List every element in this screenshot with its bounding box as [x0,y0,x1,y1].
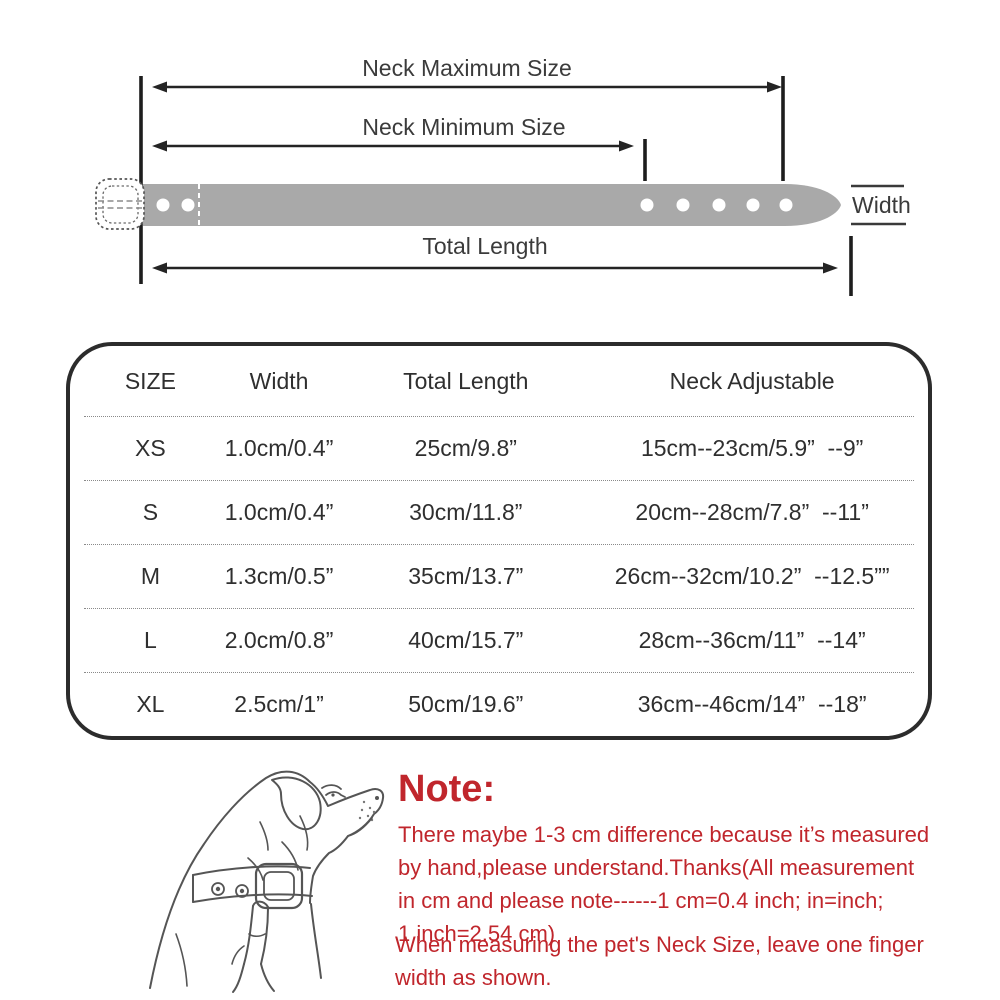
dog-collar-illustration [149,770,385,993]
note-body-line: in cm and please note------1 cm=0.4 inch… [398,888,884,913]
dog-ear [271,776,322,831]
size-cell: S [142,499,159,526]
table-row-xs: XS 1.0cm/0.4” 25cm/9.8” 15cm--23cm/5.9” … [84,417,914,482]
neck-max-label: Neck Maximum Size [362,55,572,81]
width-cell: 1.3cm/0.5” [224,563,334,590]
note-body-line: by hand,please understand.Thanks(All mea… [398,855,915,880]
collar-measurement-diagram: Neck Maximum Size Neck Minimum Size [95,55,911,296]
neck-cell: 20cm--28cm/7.8” --11” [635,499,869,526]
note-body-line: There maybe 1-3 cm difference because it… [398,822,930,847]
neck-cell: 26cm--32cm/10.2” --12.5”” [614,563,890,590]
table-row-s: S 1.0cm/0.4” 30cm/11.8” 20cm--28cm/7.8” … [84,481,914,546]
finger-under-collar [231,900,275,993]
collar-eyelet [235,884,249,898]
column-header-length: Total Length [403,367,529,394]
dog-eyebrow [321,784,342,790]
width-cell: 1.0cm/0.4” [224,499,334,526]
dog-nostril [375,796,379,800]
dog-head-outline [149,770,385,989]
width-label: Width [852,192,911,218]
length-cell: 35cm/13.7” [408,563,524,590]
dog-mouth-line [347,817,373,837]
note-body-line: 1 inch=2.54 cm) [398,921,556,946]
size-cell: L [144,627,157,654]
dog-pupil [331,793,335,797]
length-cell: 25cm/9.8” [414,435,517,462]
neck-min-arrow [152,140,634,152]
size-cell: XL [136,691,165,718]
table-header-row: SIZE Width Total Length Neck Adjustable [84,346,914,418]
width-cell: 2.5cm/1” [234,691,324,718]
neck-min-label: Neck Minimum Size [362,114,565,140]
length-cell: 30cm/11.8” [409,499,523,526]
column-header-neck: Neck Adjustable [669,367,835,394]
width-cell: 2.0cm/0.8” [224,627,334,654]
column-header-size: SIZE [124,367,176,394]
note-title: Note: [398,768,496,810]
length-cell: 50cm/19.6” [408,691,524,718]
dog-eye [325,791,346,798]
collar-strap-graphic [143,184,841,226]
table-row-xl: XL 2.5cm/1” 50cm/19.6” 36cm--46cm/14” --… [84,673,914,736]
size-chart-table: SIZE Width Total Length Neck Adjustable … [66,342,932,740]
note-tip-line: width as shown. [395,965,552,990]
column-header-width: Width [249,367,309,394]
neck-cell: 36cm--46cm/14” --18” [637,691,867,718]
dog-collar-buckle [254,862,304,910]
dog-front-neck-line [310,903,322,979]
neck-cell: 15cm--23cm/5.9” --9” [640,435,864,462]
total-length-label: Total Length [422,233,547,259]
dog-chest-line [175,933,188,987]
total-length-arrow [152,262,838,274]
note-body: There maybe 1-3 cm difference because it… [398,818,929,950]
neck-cell: 28cm--36cm/11” --14” [638,627,866,654]
collar-buckle-graphic [95,178,145,230]
collar-eyelet [211,882,225,896]
width-cell: 1.0cm/0.4” [224,435,334,462]
size-cell: M [140,563,160,590]
dog-collar-band [192,862,313,910]
width-indicator: Width [851,184,911,226]
note-tip-line: When measuring the pet's Neck Size, leav… [395,932,924,957]
neck-max-arrow [152,81,782,93]
table-row-l: L 2.0cm/0.8” 40cm/15.7” 28cm--36cm/11” -… [84,609,914,674]
table-row-m: M 1.3cm/0.5” 35cm/13.7” 26cm--32cm/10.2”… [84,545,914,610]
size-cell: XS [135,435,166,462]
note-tip: When measuring the pet's Neck Size, leav… [395,928,924,994]
length-cell: 40cm/15.7” [408,627,524,654]
